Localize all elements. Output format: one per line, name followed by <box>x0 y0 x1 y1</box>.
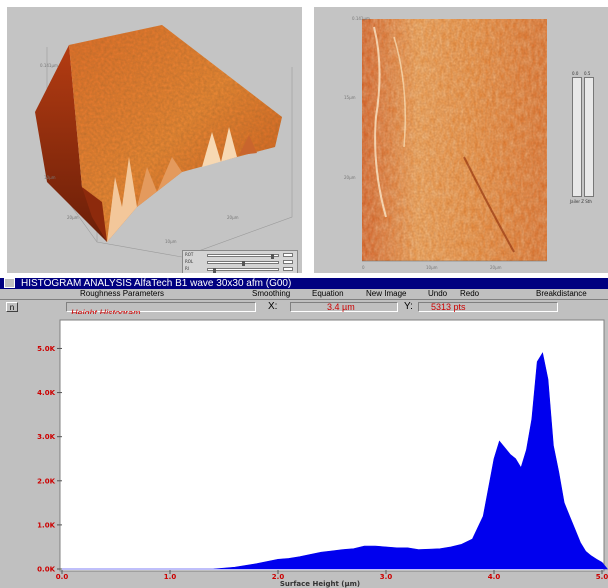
menu-bar: Roughness Parameters Smoothing Equation … <box>0 289 608 300</box>
height-histogram-chart: 0.0K 1.0K 2.0K 3.0K 4.0K 5.0K 0.0 1.0 2.0 3.0 4.0… <box>14 314 608 588</box>
window-title: HISTOGRAM ANALYSIS AlfaTech B1 wave 30x3… <box>21 278 292 289</box>
x-scale-label: 10µm <box>426 265 438 270</box>
x-scale-label: 0 <box>362 265 365 270</box>
scale-label: 20µm <box>67 215 79 220</box>
y-tick-label: 2.0K <box>37 477 55 485</box>
window-titlebar[interactable]: HISTOGRAM ANALYSIS AlfaTech B1 wave 30x3… <box>0 278 608 289</box>
system-menu-icon[interactable] <box>4 278 15 289</box>
top-label: 0.141µm <box>352 16 370 21</box>
slider-label: RI <box>185 266 189 271</box>
x-tick-label: 5.0 <box>596 573 608 581</box>
slider-thumb[interactable] <box>270 254 274 259</box>
slider-row: ROT <box>185 252 295 259</box>
view-rotation-controls: ROT ROL RI <box>182 250 298 273</box>
y-tick-label: 0.0K <box>37 566 55 574</box>
afm-3d-view-panel: 0.141µm 10µm 20µm 10µm 20µm ROT ROL RI <box>7 7 302 273</box>
y-tick-label: 4.0K <box>37 389 55 397</box>
x-cursor-label: X: <box>268 301 278 312</box>
slider-value-field[interactable] <box>283 260 293 264</box>
slider-value-field[interactable] <box>283 267 293 271</box>
afm-3d-surface-image: 0.141µm 10µm 20µm 10µm 20µm <box>35 25 293 258</box>
histogram-title-field: Height Histogram <box>66 302 256 318</box>
slider-label: ROT <box>185 252 194 257</box>
histogram-analysis-window: HISTOGRAM ANALYSIS AlfaTech B1 wave 30x3… <box>0 278 608 588</box>
x-axis-label: Surface Height (µm) <box>280 580 360 588</box>
menu-undo[interactable]: Undo <box>428 289 448 298</box>
y-tick-label: 5.0K <box>37 345 55 353</box>
scale-label: 20µm <box>227 215 239 220</box>
y-tick-label: 1.0K <box>37 521 55 529</box>
menu-roughness-parameters[interactable]: Roughness Parameters <box>80 289 165 298</box>
menu-equation[interactable]: Equation <box>312 289 344 298</box>
slider-thumb[interactable] <box>242 261 245 266</box>
slider-thumb[interactable] <box>213 268 217 273</box>
menu-breakdistance[interactable]: Breakdistance <box>536 289 587 298</box>
y-cursor-value: 5313 pts <box>431 302 466 312</box>
y-cursor-field: 5313 pts <box>418 302 558 312</box>
histogram-title: Height Histogram <box>71 308 141 318</box>
menu-redo[interactable]: Redo <box>460 289 480 298</box>
slider-value-field[interactable] <box>283 253 293 257</box>
x-tick-label: 3.0 <box>380 573 393 581</box>
y-cursor-label: Y: <box>404 301 413 312</box>
x-tick-label: 2.0 <box>272 573 285 581</box>
y-tick-label: 3.0K <box>37 433 55 441</box>
slider-row: ROL <box>185 259 295 266</box>
x-cursor-value: 3.4 µm <box>327 302 355 312</box>
x-tick-label: 4.0 <box>488 573 501 581</box>
menu-new-image[interactable]: New Image <box>366 289 407 298</box>
x-scale-label: 20µm <box>490 265 502 270</box>
x-tick-label: 1.0 <box>164 573 177 581</box>
afm-top-view-panel: 0.141µm 15µm 20µm 0 10µm 20µm 0.0 0.5 Ja… <box>314 7 608 273</box>
afm-top-view-image: 0.141µm 15µm 20µm 0 10µm 20µm <box>344 16 547 270</box>
roll-slider[interactable] <box>207 261 279 266</box>
y-scale-label: 20µm <box>344 175 356 180</box>
histogram-info-strip: n Height Histogram X: 3.4 µm Y: 5313 pts <box>0 300 608 318</box>
slider-label: ROL <box>185 259 194 264</box>
z-axis-label: 0.141µm <box>40 63 58 68</box>
x-cursor-field: 3.4 µm <box>290 302 398 312</box>
zbar-value: 0.5 <box>584 71 591 76</box>
zbar-label: Jailer Z Sth <box>570 199 592 204</box>
z-lower-bar[interactable] <box>572 77 582 197</box>
y-scale-label: 15µm <box>344 95 356 100</box>
window-control-button[interactable]: n <box>6 302 18 312</box>
zbar-value: 0.0 <box>572 71 579 76</box>
histogram-area <box>62 352 608 570</box>
slider-row: RI <box>185 266 295 273</box>
z-upper-bar[interactable] <box>584 77 594 197</box>
menu-smoothing[interactable]: Smoothing <box>252 289 291 298</box>
x-tick-label: 0.0 <box>56 573 69 581</box>
rotation-slider[interactable] <box>207 254 279 259</box>
scale-label: 10µm <box>165 239 177 244</box>
scale-label: 10µm <box>44 175 56 180</box>
tilt-slider[interactable] <box>207 268 279 273</box>
